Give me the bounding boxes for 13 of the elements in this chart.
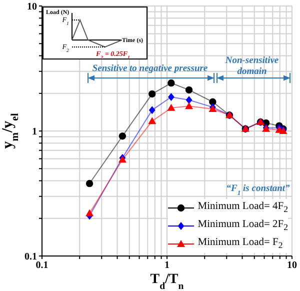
x-tick-label: 1 xyxy=(164,260,170,272)
legend-label: Minimum Load= F$_{2}$ xyxy=(198,236,283,252)
y-tick-label: 0.1 xyxy=(24,252,37,263)
x-tick-label: 10 xyxy=(287,260,297,272)
annotation: Non-sensitive domain xyxy=(224,56,280,77)
y-tick-label: 1 xyxy=(32,126,37,138)
legend-label: Minimum Load= 2F$_{2}$ xyxy=(198,218,288,234)
x-tick-label: 0.1 xyxy=(36,260,48,272)
legend-label: Minimum Load= 4F$_{2}$ xyxy=(198,200,288,216)
x-axis-title: T$_{d}$/T$_{n}$ xyxy=(150,272,184,291)
y-tick-label: 10 xyxy=(27,2,37,13)
annotation: “F$_{1}$ is constant” xyxy=(226,184,290,196)
annotation: Sensitive to negative pressure xyxy=(92,64,208,74)
